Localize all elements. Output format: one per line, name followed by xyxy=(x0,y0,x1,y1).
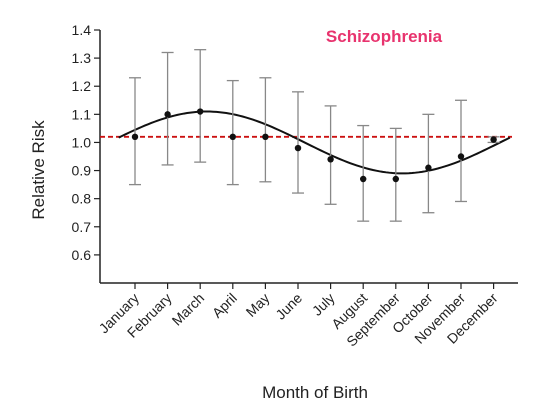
data-point xyxy=(229,133,236,141)
data-point xyxy=(294,144,302,152)
error-bars xyxy=(129,49,500,222)
month-label: June xyxy=(272,290,305,323)
month-label: April xyxy=(209,290,240,321)
axes xyxy=(99,30,518,284)
x-ticks xyxy=(134,283,495,289)
data-point xyxy=(164,111,171,118)
x-axis-title: Month of Birth xyxy=(262,383,368,402)
y-ticks: 0.6 0.7 0.8 0.9 1.0 1.1 1.2 1.3 1.4 xyxy=(72,22,100,263)
chart-title: Schizophrenia xyxy=(326,27,443,46)
y-tick-label: 0.7 xyxy=(72,219,92,235)
month-label: May xyxy=(243,290,273,320)
month-label: March xyxy=(168,290,207,329)
data-points xyxy=(131,108,497,183)
data-point xyxy=(262,133,269,141)
y-tick-label: 0.6 xyxy=(72,247,92,263)
data-point xyxy=(425,164,432,171)
y-tick-label: 1.0 xyxy=(72,134,92,150)
y-axis-title: Relative Risk xyxy=(29,120,48,220)
y-tick-label: 1.3 xyxy=(72,50,92,66)
y-tick-label: 0.9 xyxy=(72,163,92,179)
data-point xyxy=(360,175,367,183)
data-point xyxy=(197,108,204,115)
data-point xyxy=(392,175,399,183)
y-tick-label: 1.2 xyxy=(72,78,92,94)
y-tick-label: 0.8 xyxy=(72,191,92,207)
data-point xyxy=(131,133,139,141)
data-point xyxy=(457,153,465,160)
data-point xyxy=(490,136,497,143)
y-tick-label: 1.4 xyxy=(72,22,92,38)
fit-curve-group xyxy=(118,110,511,175)
data-point xyxy=(327,156,334,163)
y-tick-label: 1.1 xyxy=(72,106,92,122)
fit-curve xyxy=(118,110,511,175)
